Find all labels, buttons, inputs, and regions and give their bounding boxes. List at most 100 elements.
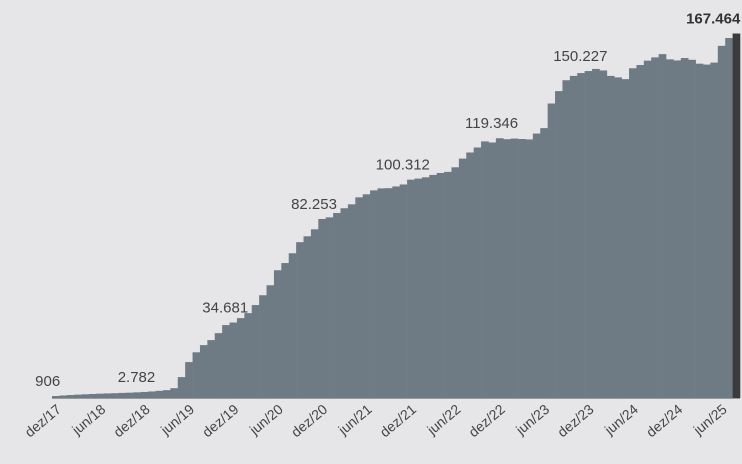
x-tick-label: jun/22 [423,401,463,439]
bar [207,340,216,398]
bar [325,217,334,398]
bar [347,204,356,398]
x-tick-label: dez/17 [22,401,65,440]
bar [355,197,364,398]
bar [525,139,534,398]
bar [162,390,171,398]
bar [584,71,593,399]
value-label: 100.312 [376,157,430,174]
bar [606,75,615,398]
bar [281,263,290,398]
bar [555,91,563,398]
bar [251,305,260,398]
bar [658,54,667,398]
bar [710,62,719,398]
x-tick-label: jun/24 [601,401,641,439]
bar [562,80,571,398]
value-label: 150.227 [553,48,607,65]
bar [421,177,430,398]
value-label: 906 [35,373,60,390]
bar [592,68,600,398]
bar [148,391,156,398]
bar [185,362,193,398]
bar [503,139,511,398]
value-label: 82.253 [291,196,337,213]
bar [303,236,312,398]
bar [532,133,541,398]
bar [96,393,105,398]
bar [340,208,349,398]
bar [362,194,371,398]
x-tick-label: dez/21 [377,401,420,440]
bar [680,58,689,399]
bar [59,395,68,398]
x-tick-label: dez/22 [465,401,508,440]
bar [407,179,415,398]
bar [236,318,245,398]
x-tick-label: jun/21 [334,401,374,439]
bar [125,392,134,398]
bar [310,229,319,398]
x-tick-label: dez/18 [110,401,153,440]
bar [466,152,474,398]
bar [133,392,142,398]
x-tick-label: dez/20 [288,401,331,440]
bar [599,70,608,399]
bar [614,77,622,398]
bar [333,213,341,398]
bar [259,295,267,398]
bar [103,393,112,398]
bar [725,38,733,398]
bar [732,33,741,398]
value-label: 34.681 [202,299,248,316]
bar [695,63,704,398]
bar [651,57,659,398]
bar [488,142,497,398]
bar [547,103,556,398]
bar [392,186,400,398]
bar [199,345,208,398]
bar [481,141,489,399]
bar [429,174,437,398]
bar [229,322,238,398]
bar [399,184,408,398]
value-label: 119.346 [465,115,518,132]
bar [569,75,578,398]
x-tick-label: jun/23 [512,401,552,439]
bar [296,242,304,398]
bar [703,64,711,399]
bar [666,59,674,398]
value-label: 2.782 [118,369,156,386]
bar [288,253,297,398]
bar [451,167,460,398]
bar [177,377,186,398]
bar [222,325,230,398]
bar [384,188,393,398]
x-tick-label: jun/25 [690,401,730,439]
bar [155,390,164,398]
bar [636,65,645,398]
bar [629,68,637,398]
bar [370,190,378,398]
bar [52,396,60,398]
bar [74,394,82,398]
bar [414,178,423,398]
bar [495,138,504,398]
bar [170,388,179,398]
bar [244,313,253,398]
bar [688,59,696,399]
bar [118,392,127,398]
x-tick-label: dez/23 [554,401,597,440]
bar [214,333,223,398]
bar [377,188,386,398]
bar [273,270,282,398]
bar [643,60,652,398]
bar [673,60,682,398]
value-label: 167.464 [686,10,741,27]
bar [473,147,482,398]
x-tick-label: dez/19 [199,401,242,440]
bar [66,395,75,398]
bar [88,393,97,398]
bar [318,218,327,398]
